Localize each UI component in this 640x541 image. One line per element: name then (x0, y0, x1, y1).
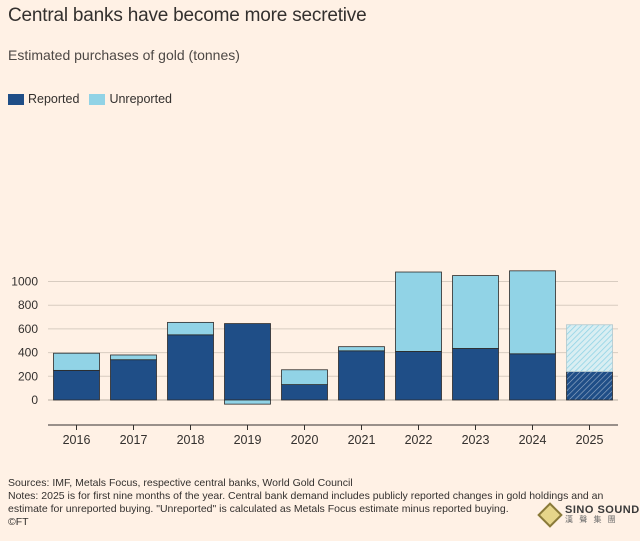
legend-item-unreported: Unreported (89, 92, 172, 106)
x-tick-label-2025: 2025 (576, 433, 604, 447)
legend-swatch-unreported (89, 93, 106, 105)
x-tick-label-2018: 2018 (177, 433, 205, 447)
x-tick-label-2024: 2024 (519, 433, 547, 447)
legend-swatch-reported (8, 93, 24, 105)
footer-credit: ©FT (8, 516, 29, 528)
legend-item-reported: Reported (8, 92, 79, 106)
bar-chart: 0 200 400 600 800 1000 2016 2017 2018 2019 2020 202… (11, 270, 618, 447)
x-tick-label-2023: 2023 (462, 433, 490, 447)
x-tick-label-2017: 2017 (120, 433, 148, 447)
x-tick-label-2021: 2021 (348, 433, 376, 447)
x-tick-label-2022: 2022 (405, 433, 433, 447)
chart-subtitle: Estimated purchases of gold (tonnes) (8, 47, 240, 63)
watermark-sub: 漢 聲 集 團 (565, 515, 618, 524)
watermark-brand: SINO SOUND (565, 504, 640, 516)
footer: Sources: IMF, Metals Focus, respective c… (8, 477, 633, 529)
y-tick-label-200: 200 (18, 369, 38, 383)
bar-reported-2019 (224, 323, 271, 401)
bar-reported-2021 (338, 350, 385, 401)
bar-unreported-2024 (509, 270, 556, 355)
y-tick-label-400: 400 (18, 346, 38, 360)
bar-reported-2024 (509, 353, 556, 401)
watermark-logo: SINO SOUND 漢 聲 集 團 (537, 502, 640, 528)
bar-reported-2020 (281, 384, 328, 401)
bar-reported-2025 (566, 371, 613, 401)
y-tick-label-1000: 1000 (11, 275, 38, 289)
bar-reported-2018 (167, 334, 214, 401)
y-tick-label-800: 800 (18, 298, 38, 312)
y-tick-label-600: 600 (18, 322, 38, 336)
bar-unreported-2023 (452, 275, 499, 349)
bar-unreported-2021 (338, 346, 385, 352)
bar-unreported-2017 (110, 354, 157, 361)
bar-unreported-2025 (566, 324, 613, 372)
bar-reported-2023 (452, 348, 499, 401)
bar-unreported-2018 (167, 321, 214, 336)
legend-label-unreported: Unreported (109, 92, 172, 106)
y-tick-label-0: 0 (31, 393, 38, 407)
bar-reported-2017 (110, 359, 157, 401)
bar-unreported-2016 (53, 352, 100, 371)
x-tick-label-2020: 2020 (291, 433, 319, 447)
diamond-logo-icon (537, 502, 563, 528)
footer-notes: Notes: 2025 is for first nine months of … (8, 490, 604, 515)
bar-unreported-2019 (224, 399, 271, 405)
bar-unreported-2020 (281, 369, 328, 385)
bar-unreported-2022 (395, 271, 442, 352)
bar-reported-2016 (53, 369, 100, 401)
footer-sources: Sources: IMF, Metals Focus, respective c… (8, 477, 353, 489)
x-tick-label-2019: 2019 (234, 433, 262, 447)
chart-title: Central banks have become more secretive (8, 5, 367, 26)
x-tick-label-2016: 2016 (63, 433, 91, 447)
legend: Reported Unreported (8, 92, 182, 106)
bar-reported-2022 (395, 351, 442, 401)
legend-label-reported: Reported (28, 92, 80, 106)
